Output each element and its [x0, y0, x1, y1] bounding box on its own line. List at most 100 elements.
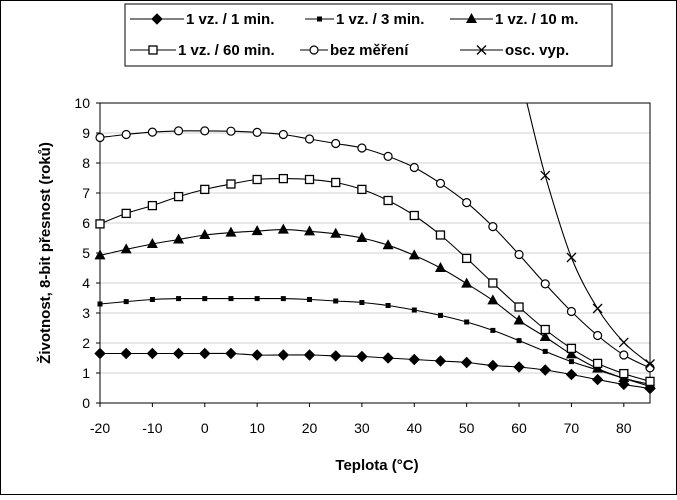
x-tick-label: -10: [142, 420, 162, 436]
data-point-4: [514, 249, 524, 260]
data-point-4: [147, 127, 157, 137]
data-point-1: [490, 327, 496, 333]
data-point-1: [516, 338, 522, 344]
data-point-3: [200, 184, 210, 195]
x-tick-label: 10: [249, 420, 265, 436]
data-point-3: [383, 195, 393, 206]
data-point-1: [123, 299, 129, 305]
data-point-2: [382, 239, 394, 250]
x-tick-label: 0: [201, 420, 209, 436]
x-marker-stroke: [618, 337, 629, 348]
data-point-0: [330, 350, 342, 362]
data-point-0: [460, 356, 473, 369]
x-tick-label: 20: [302, 420, 318, 436]
series-line-3: [99, 178, 651, 382]
data-point-2: [251, 225, 263, 236]
x-marker-stroke: [476, 45, 487, 55]
legend-marker: [309, 45, 319, 55]
data-point-0: [277, 349, 290, 361]
data-point-1: [149, 297, 155, 302]
series-line-2: [99, 229, 651, 385]
series-line-4: [99, 130, 651, 369]
data-point-0: [513, 361, 525, 373]
y-tick-label: 8: [82, 155, 90, 171]
legend: 1 vz. / 1 min. 1 vz. / 3 min. 1 vz. / 10 m…: [124, 3, 613, 67]
data-point-2: [199, 229, 211, 239]
legend-marker: [317, 16, 322, 22]
y-axis-label: Životnost, 8-bit přesnost (roků): [36, 142, 54, 364]
series-lines: [99, 102, 651, 390]
data-point-2: [434, 262, 446, 272]
x-tick-label: 30: [354, 420, 370, 436]
series-line-1: [99, 298, 651, 388]
y-tick-label: 5: [82, 245, 90, 261]
data-point-1: [307, 297, 313, 302]
data-point-4: [95, 132, 105, 143]
data-point-3: [121, 208, 131, 219]
data-point-4: [593, 330, 603, 341]
y-tick-label: 2: [82, 335, 90, 351]
x-marker-stroke: [592, 303, 603, 314]
x-tick-label: -20: [90, 420, 110, 436]
data-point-1: [280, 296, 286, 302]
data-point-1: [385, 303, 391, 308]
data-point-3: [252, 174, 262, 185]
data-point-3: [488, 278, 498, 288]
data-point-2: [225, 226, 237, 237]
legend-label: bez měření: [330, 42, 409, 59]
data-point-0: [225, 347, 237, 360]
legend-label: 1 vz. / 3 min.: [336, 11, 424, 28]
data-point-4: [357, 143, 367, 153]
data-point-0: [146, 347, 159, 360]
data-point-1: [359, 300, 365, 305]
data-point-1: [97, 301, 103, 307]
legend-label: osc. vyp.: [505, 42, 569, 59]
data-point-1: [542, 348, 548, 354]
data-point-2: [330, 227, 342, 238]
data-point-4: [173, 126, 184, 136]
data-point-0: [356, 350, 368, 363]
data-point-4: [645, 363, 655, 373]
x-tick-label: 70: [564, 420, 580, 436]
x-marker-stroke: [566, 252, 577, 263]
legend-label: 1 vz. / 10 m.: [495, 11, 578, 28]
legend-box: [124, 3, 613, 67]
x-tick-label: 40: [406, 420, 422, 436]
data-point-4: [566, 306, 577, 317]
data-point-4: [331, 138, 341, 149]
y-tick-label: 4: [82, 275, 90, 291]
x-axis-label: Teplota (°C): [335, 457, 418, 474]
y-tick-label: 10: [74, 95, 90, 111]
data-point-3: [462, 253, 472, 264]
grid-lines: [100, 132, 650, 374]
data-point-2: [356, 232, 368, 242]
data-point-2: [277, 223, 289, 234]
x-marker-stroke: [540, 170, 551, 181]
x-tick-label: 60: [511, 420, 527, 436]
data-point-2: [487, 294, 499, 305]
y-tick-label: 3: [82, 305, 90, 321]
data-point-2: [408, 249, 420, 260]
data-point-2: [146, 238, 158, 248]
data-point-2: [513, 314, 525, 325]
data-point-0: [408, 353, 420, 366]
data-point-4: [488, 222, 498, 232]
y-tick-label: 0: [82, 395, 90, 411]
data-point-3: [331, 177, 341, 188]
data-point-0: [251, 349, 263, 361]
data-point-5: [566, 252, 577, 263]
legend-marker: [466, 13, 477, 23]
y-tick-label: 1: [82, 365, 90, 381]
data-point-3: [226, 179, 236, 189]
data-point-3: [540, 324, 550, 335]
x-axis: -20 -10 0 10 20 30 40 50 60 70 80: [90, 403, 632, 436]
legend-label: 1 vz. / 60 min.: [178, 42, 275, 59]
x-tick-label: 50: [459, 420, 475, 436]
series-line-0: [100, 352, 651, 390]
data-point-3: [592, 358, 603, 369]
data-point-1: [254, 296, 260, 302]
data-point-4: [409, 162, 419, 173]
